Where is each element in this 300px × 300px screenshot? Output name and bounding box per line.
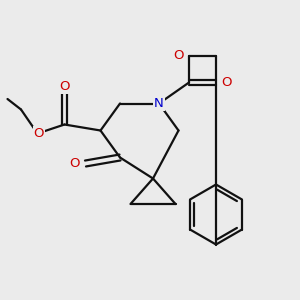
Text: O: O <box>221 76 232 89</box>
Text: O: O <box>173 49 184 62</box>
Text: N: N <box>154 97 164 110</box>
Text: O: O <box>59 80 70 94</box>
Text: O: O <box>70 157 80 170</box>
Text: O: O <box>34 127 44 140</box>
